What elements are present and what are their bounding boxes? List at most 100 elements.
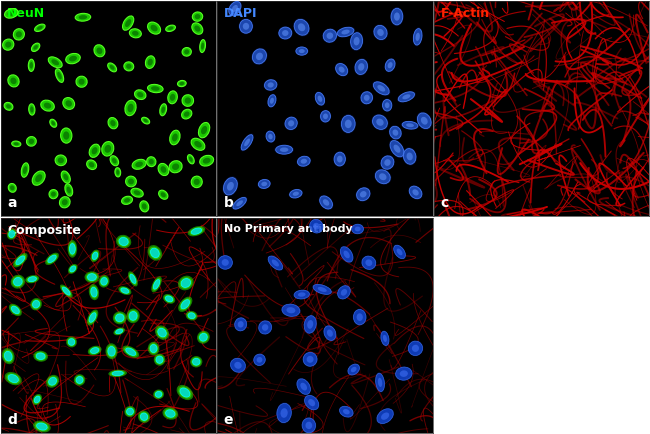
Ellipse shape	[360, 91, 373, 105]
Ellipse shape	[201, 126, 207, 135]
Ellipse shape	[23, 166, 27, 174]
Ellipse shape	[128, 271, 138, 286]
Ellipse shape	[182, 95, 194, 106]
Ellipse shape	[69, 265, 77, 273]
Ellipse shape	[172, 164, 179, 170]
Ellipse shape	[334, 152, 345, 166]
Ellipse shape	[222, 259, 229, 266]
Ellipse shape	[115, 168, 121, 177]
Ellipse shape	[290, 190, 302, 198]
Ellipse shape	[125, 176, 136, 187]
Ellipse shape	[274, 145, 294, 155]
Ellipse shape	[371, 114, 389, 131]
Ellipse shape	[263, 79, 278, 91]
Ellipse shape	[94, 45, 105, 57]
Ellipse shape	[348, 364, 359, 375]
Ellipse shape	[351, 367, 357, 372]
Ellipse shape	[140, 201, 149, 212]
Ellipse shape	[86, 273, 97, 282]
Ellipse shape	[148, 245, 162, 261]
Ellipse shape	[391, 8, 403, 25]
Ellipse shape	[200, 155, 214, 166]
Ellipse shape	[252, 49, 266, 64]
Text: NeuN: NeuN	[7, 7, 46, 20]
Ellipse shape	[353, 309, 367, 326]
Ellipse shape	[118, 236, 130, 247]
Ellipse shape	[198, 332, 209, 342]
Ellipse shape	[393, 129, 398, 136]
Ellipse shape	[5, 42, 11, 48]
Ellipse shape	[44, 102, 51, 108]
Ellipse shape	[159, 190, 168, 199]
Ellipse shape	[385, 59, 395, 71]
Ellipse shape	[296, 47, 307, 55]
Ellipse shape	[51, 192, 56, 197]
Ellipse shape	[266, 131, 275, 142]
Ellipse shape	[114, 328, 125, 335]
Ellipse shape	[127, 104, 134, 112]
Ellipse shape	[389, 139, 405, 158]
Ellipse shape	[55, 69, 64, 82]
Ellipse shape	[9, 231, 15, 237]
Ellipse shape	[222, 176, 239, 196]
Ellipse shape	[25, 275, 39, 283]
Ellipse shape	[47, 376, 58, 386]
Ellipse shape	[12, 306, 20, 314]
Ellipse shape	[101, 278, 107, 285]
Ellipse shape	[390, 141, 404, 157]
Ellipse shape	[148, 22, 161, 34]
Ellipse shape	[108, 346, 115, 356]
Ellipse shape	[288, 120, 294, 126]
Ellipse shape	[35, 352, 47, 361]
Ellipse shape	[49, 378, 57, 385]
Ellipse shape	[284, 116, 298, 131]
Ellipse shape	[218, 256, 233, 269]
Ellipse shape	[35, 422, 49, 431]
Ellipse shape	[29, 139, 34, 144]
Ellipse shape	[186, 311, 198, 321]
Ellipse shape	[268, 95, 276, 107]
Ellipse shape	[357, 188, 370, 201]
Ellipse shape	[402, 94, 410, 99]
Ellipse shape	[377, 409, 393, 424]
Ellipse shape	[268, 82, 274, 88]
Ellipse shape	[89, 144, 100, 158]
Ellipse shape	[84, 271, 99, 283]
Ellipse shape	[89, 162, 94, 168]
Ellipse shape	[51, 121, 55, 125]
Ellipse shape	[318, 287, 327, 292]
Ellipse shape	[74, 374, 85, 386]
Ellipse shape	[335, 63, 348, 76]
Ellipse shape	[340, 246, 354, 263]
Ellipse shape	[350, 33, 363, 49]
Ellipse shape	[114, 312, 125, 323]
Ellipse shape	[14, 254, 26, 266]
Ellipse shape	[335, 62, 348, 76]
Ellipse shape	[140, 413, 148, 421]
Ellipse shape	[150, 248, 159, 258]
Ellipse shape	[88, 346, 101, 355]
Ellipse shape	[79, 15, 87, 20]
Ellipse shape	[238, 321, 244, 328]
Ellipse shape	[96, 47, 103, 54]
Ellipse shape	[51, 59, 59, 65]
Ellipse shape	[148, 59, 153, 66]
Ellipse shape	[151, 276, 162, 293]
Ellipse shape	[413, 27, 422, 46]
Ellipse shape	[150, 345, 157, 352]
Ellipse shape	[315, 92, 325, 106]
Ellipse shape	[113, 311, 127, 324]
Ellipse shape	[179, 277, 192, 289]
Ellipse shape	[102, 141, 114, 156]
Ellipse shape	[105, 343, 118, 359]
Ellipse shape	[2, 348, 15, 364]
Ellipse shape	[276, 402, 292, 424]
Ellipse shape	[240, 134, 254, 151]
Ellipse shape	[396, 249, 402, 255]
Ellipse shape	[187, 155, 194, 164]
Ellipse shape	[66, 336, 77, 348]
Ellipse shape	[281, 303, 301, 317]
Ellipse shape	[123, 16, 134, 30]
Ellipse shape	[108, 118, 118, 129]
Ellipse shape	[257, 357, 263, 363]
